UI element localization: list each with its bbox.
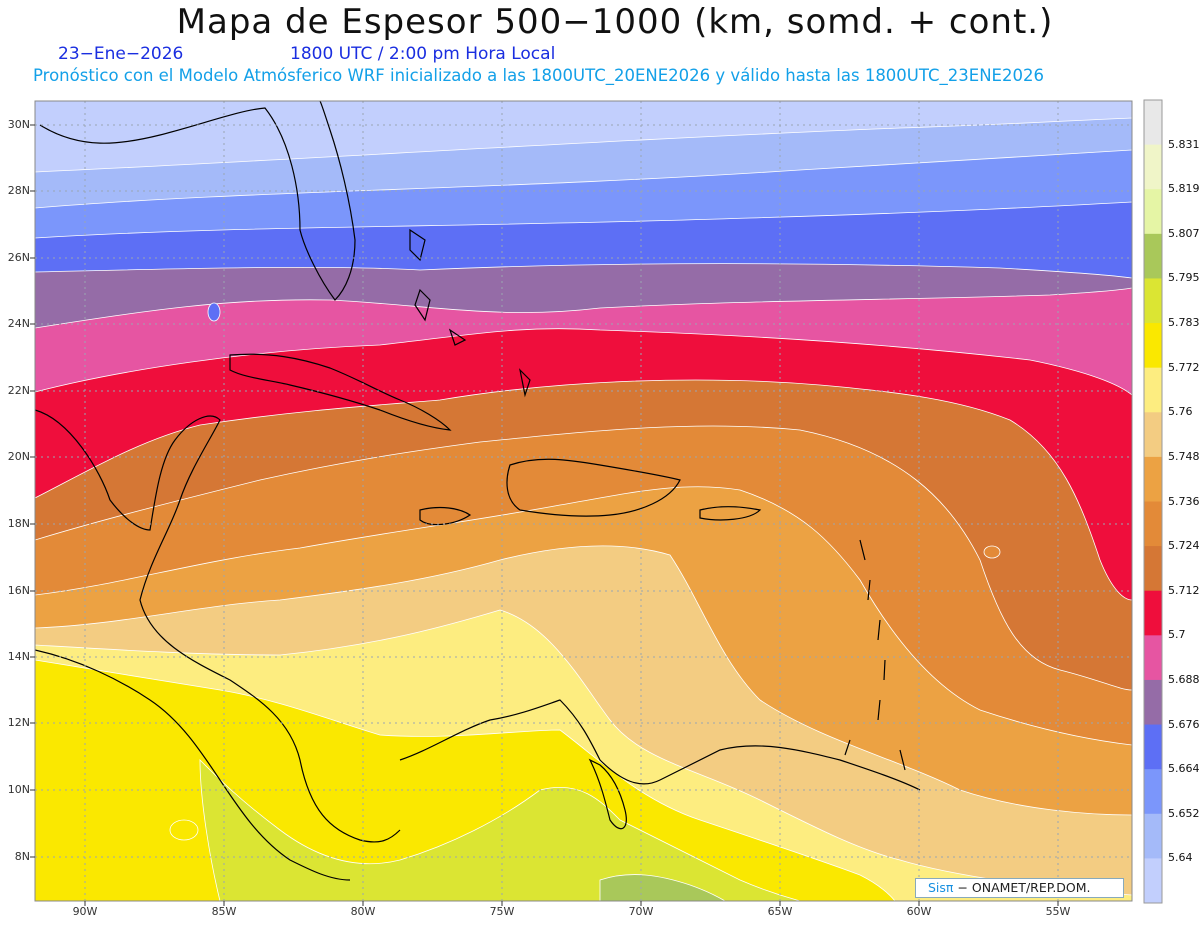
credit-box: Sisπ − ONAMET/REP.DOM. [915,878,1124,898]
sispi-logo-text: Sisπ [928,880,954,895]
lat-label: 10N [7,783,30,796]
bahamas [409,228,531,398]
lat-label: 30N [7,118,30,131]
graticule [35,101,1132,901]
puerto-rico [699,506,762,521]
colorbar [1143,99,1163,904]
colorbar-swatch [1144,858,1162,904]
model-subtitle: Pronóstico con el Modelo Atmósferico WRF… [33,66,1044,85]
florida-gulf-coast [39,101,356,301]
lat-label: 16N [7,584,30,597]
colorbar-label: 5.783 [1168,316,1200,330]
colorbar-swatch [1144,278,1162,324]
colorbar-swatch [1144,590,1162,636]
lat-label: 18N [7,517,30,530]
colorbar-swatch [1144,100,1162,146]
lon-label: 60W [906,905,932,918]
map-frame [34,100,1133,902]
pacific-coast [35,649,351,881]
lon-label: 55W [1045,905,1071,918]
lake-maracaibo [588,758,627,830]
colorbar-label: 5.795 [1168,271,1200,285]
colorbar-label: 5.76 [1168,405,1193,419]
colorbar-swatch [1144,189,1162,235]
forecast-date: 23−Ene−2026 [58,44,184,64]
colorbar-label: 5.7 [1168,628,1186,642]
lat-label: 22N [7,384,30,397]
colorbar-label: 5.831 [1168,137,1200,151]
colorbar-label: 5.64 [1168,851,1193,865]
lon-label: 85W [211,905,237,918]
colorbar-swatch [1144,813,1162,859]
lat-label: 28N [7,184,30,197]
colorbar-label: 5.652 [1168,806,1200,820]
map-title: Mapa de Espesor 500−1000 (km, somd. + co… [176,2,1054,42]
lat-label: 26N [7,251,30,264]
lon-label: 80W [350,905,376,918]
south-america-coast [399,699,921,791]
colorbar-swatch [1144,233,1162,279]
colorbar-swatch [1144,323,1162,369]
colorbar-swatch [1144,456,1162,502]
colorbar-swatch [1144,679,1162,726]
onamet-credit: − ONAMET/REP.DOM. [957,880,1091,895]
colorbar-swatch [1144,635,1162,681]
hispaniola [506,458,681,517]
lat-label: 12N [7,716,30,729]
lat-label: 20N [7,450,30,463]
colorbar-swatch [1144,501,1162,547]
lon-label: 65W [767,905,793,918]
colorbar-swatch [1144,144,1162,190]
axis-ticks [30,124,1059,906]
colorbar-swatch [1144,724,1162,770]
lat-label: 8N [14,850,30,863]
colorbar-label: 5.748 [1168,449,1200,463]
thickness-bands [35,101,1132,901]
colorbar-label: 5.688 [1168,672,1200,686]
colorbar-label: 5.664 [1168,762,1200,776]
valid-time: 1800 UTC / 2:00 pm Hora Local [290,44,556,64]
central-america-coast [35,409,401,843]
lat-label: 24N [7,317,30,330]
colorbar-label: 5.736 [1168,494,1200,508]
colorbar-swatch [1144,412,1162,458]
lesser-antilles [844,539,906,771]
lon-label: 75W [489,905,515,918]
band-5807 [599,874,726,901]
colorbar-swatch [1144,367,1162,413]
colorbar-label: 5.772 [1168,360,1200,374]
colorbar-swatch [1144,769,1162,815]
lon-label: 70W [628,905,654,918]
colorbar-frame [1143,99,1163,904]
colorbar-label: 5.819 [1168,182,1200,196]
colorbar-swatch [1144,546,1162,592]
coastlines [35,101,921,881]
colorbar-label: 5.676 [1168,717,1200,731]
colorbar-label: 5.807 [1168,226,1200,240]
colorbar-label: 5.712 [1168,583,1200,597]
jamaica [419,506,472,526]
lon-label: 90W [72,905,98,918]
lat-label: 14N [7,650,30,663]
cuba [229,353,452,431]
colorbar-label: 5.724 [1168,539,1200,553]
